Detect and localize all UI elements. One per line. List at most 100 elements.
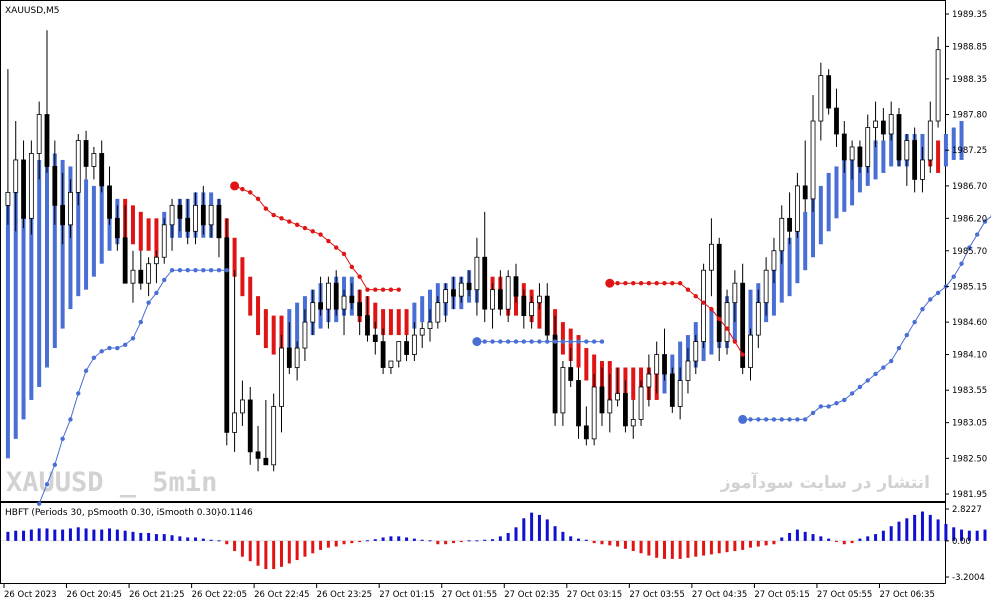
time-tick-label: 26 Oct 23:25 xyxy=(317,590,372,600)
price-tick-label: 1986.70 xyxy=(952,182,987,192)
candle-body xyxy=(365,315,370,336)
stop-dot-up xyxy=(787,417,792,422)
stop-dot-up xyxy=(115,345,120,351)
stop-dot-down xyxy=(263,206,269,211)
candle-body xyxy=(693,341,699,362)
stop-dot-up xyxy=(216,268,222,273)
stop-dot-down xyxy=(740,352,745,357)
candle-body xyxy=(333,282,339,310)
band-bar xyxy=(60,159,65,329)
price-tick-label: 1981.95 xyxy=(952,490,987,500)
candle-body xyxy=(388,360,394,368)
stop-dot-down xyxy=(349,264,355,270)
candle-body xyxy=(568,367,574,381)
histogram-bar xyxy=(764,540,768,546)
histogram-bar xyxy=(928,514,932,541)
band-bar xyxy=(936,140,941,173)
stop-dot-up xyxy=(935,290,941,296)
stop-dot-up xyxy=(99,349,104,354)
histogram-bar xyxy=(225,540,229,545)
price-tick-label: 1983.05 xyxy=(952,419,987,429)
candle-body xyxy=(161,224,167,258)
candle-body xyxy=(185,217,191,232)
histogram-bar xyxy=(256,540,260,566)
band-bar xyxy=(37,159,42,387)
stop-dot-down xyxy=(365,287,370,292)
stop-dot-down xyxy=(240,186,245,192)
histogram-bar xyxy=(694,540,698,557)
candle-body xyxy=(232,412,237,433)
stop-dot-down xyxy=(685,287,691,292)
candle-body xyxy=(68,191,73,226)
band-bar xyxy=(834,166,839,219)
candle-body xyxy=(662,354,667,375)
stop-dot-up xyxy=(912,319,917,325)
candle-body xyxy=(544,295,550,336)
time-tick-label: 27 Oct 06:35 xyxy=(879,590,934,600)
candle-body xyxy=(591,386,597,440)
histogram-bar xyxy=(342,540,346,545)
candle-body xyxy=(904,140,910,161)
band-bar xyxy=(154,218,159,258)
stop-dot-up xyxy=(482,339,487,344)
stop-dot-down xyxy=(693,293,698,299)
histogram-bar xyxy=(967,530,971,541)
histogram-bar xyxy=(444,540,448,545)
histogram-bar xyxy=(913,514,917,541)
band-bar xyxy=(842,159,847,212)
band-bar xyxy=(771,263,776,316)
stop-dot-down xyxy=(717,316,722,322)
histogram-bar xyxy=(162,534,166,541)
band-bar xyxy=(951,127,956,160)
histogram-bar xyxy=(358,540,362,542)
stop-marker xyxy=(738,414,748,424)
stop-dot-down xyxy=(357,274,362,279)
candle-body xyxy=(216,204,222,239)
stop-dot-up xyxy=(920,306,925,312)
indicator-panel-frame xyxy=(0,502,946,584)
histogram-bar xyxy=(850,540,854,544)
stop-dot-up xyxy=(803,417,808,422)
candle-body xyxy=(920,159,925,180)
time-tick-label: 27 Oct 03:15 xyxy=(567,590,622,600)
stop-dot-up xyxy=(826,404,831,409)
histogram-bar xyxy=(577,538,581,541)
histogram-bar xyxy=(29,529,33,541)
candle-body xyxy=(599,386,605,414)
band-bar xyxy=(388,309,393,336)
stop-dot-up xyxy=(224,268,229,273)
watermark-persian: انتشار در سایت سودآموز xyxy=(720,471,930,493)
stop-dot-up xyxy=(928,297,933,302)
candle-body xyxy=(576,380,581,427)
histogram-bar xyxy=(827,538,831,541)
histogram-bar xyxy=(553,526,557,541)
candle-body xyxy=(5,191,11,206)
hbft-stop-lines xyxy=(36,181,991,506)
stop-dot-up xyxy=(498,339,503,344)
candle-body xyxy=(36,114,42,154)
histogram-bar xyxy=(491,539,495,541)
candle-body xyxy=(763,269,769,304)
stop-dot-up xyxy=(591,339,597,344)
candle-body xyxy=(849,146,855,161)
histogram-bar xyxy=(209,539,213,541)
stop-dot-up xyxy=(748,417,753,422)
stop-dot-up xyxy=(68,417,73,422)
stop-dot-up xyxy=(529,339,534,344)
histogram-bar xyxy=(264,540,268,570)
band-bar xyxy=(560,322,565,355)
band-bar xyxy=(21,172,26,420)
histogram-bar xyxy=(874,534,878,541)
histogram-bar xyxy=(717,540,721,554)
candle-body xyxy=(912,140,918,180)
histogram-bar xyxy=(412,538,416,541)
candle-body xyxy=(130,269,136,284)
histogram-bar xyxy=(748,540,752,548)
price-axis: 1989.35 1988.85 1988.35 1987.80 1987.25 1986.… xyxy=(945,10,987,500)
stop-dot-up xyxy=(842,397,847,403)
candle-body xyxy=(779,217,785,252)
candle-body xyxy=(529,302,535,317)
stop-dot-up xyxy=(52,462,58,468)
band-bar xyxy=(263,309,268,349)
